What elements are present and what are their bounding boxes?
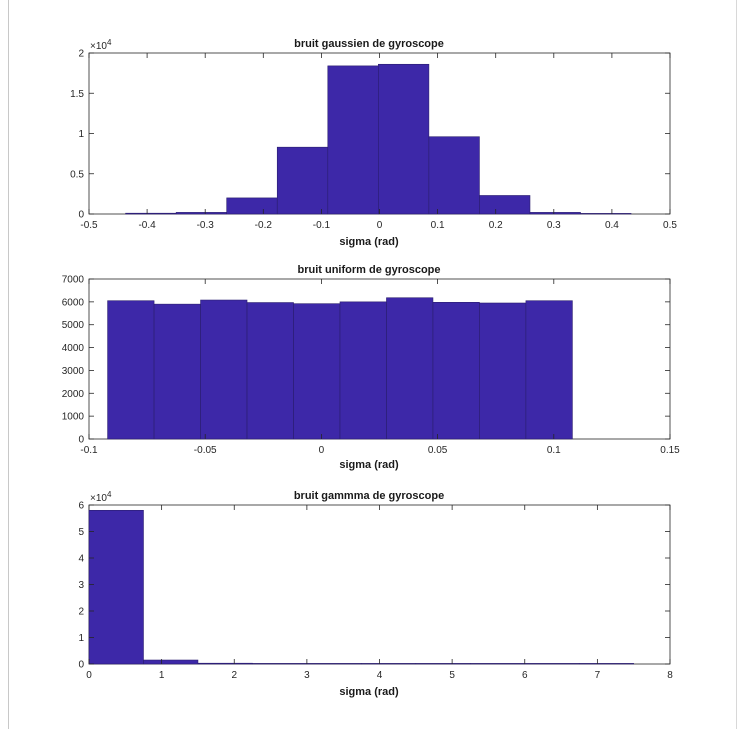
y-tick-label: 5 [78,527,84,538]
histogram-bar [428,136,480,215]
x-tick-label: 0.4 [605,220,619,231]
x-tick-label: -0.5 [80,220,98,231]
histogram-bar [153,303,201,440]
histogram-uniform-panel: bruit uniform de gyroscope -0.1 -0.05 0 0.0… [62,264,680,471]
histogram-bar [327,65,379,215]
chart-title: bruit gaussien de gyroscope [294,38,444,50]
figure-right-border [736,0,737,729]
histogram-bar [306,663,362,665]
x-axis-label: sigma (rad) [339,459,399,471]
y-tick-label: 5000 [62,320,85,331]
histogram-bar [479,302,527,440]
x-tick-label: 0.05 [428,445,448,456]
x-tick-label: 4 [377,670,383,681]
x-tick-label: 0 [377,220,383,231]
y-tick-label: 2000 [62,389,85,400]
x-tick-label: 3 [304,670,310,681]
y-tick-label: 0 [78,210,84,221]
x-tick-label: 0 [86,670,92,681]
x-tick-label: 0.1 [547,445,561,456]
histogram-bar [386,297,434,440]
y-tick-label: 2 [78,607,84,618]
histogram-bar [339,301,387,440]
x-tick-label: -0.3 [197,220,215,231]
figure-left-border [8,0,9,729]
histogram-bar [525,300,573,440]
histogram-gaussian-plot: -0.5 -0.4 -0.3 -0.2 -0.1 0 0.1 0.2 0.3 0.4 0.5 0 0.5… [70,38,677,231]
y-tick-label: 7000 [62,275,85,286]
y-tick-label: 0 [78,435,84,446]
x-tick-label: -0.1 [313,220,331,231]
y-axis-exponent-power: 4 [107,38,112,47]
y-tick-label: 0.5 [70,169,84,180]
chart-title: bruit gammma de gyroscope [293,490,445,502]
y-tick-label: 3 [78,580,84,591]
histogram-bar [524,663,580,665]
x-tick-label: 1 [159,670,165,681]
histogram-bar [479,195,531,215]
x-tick-label: 7 [595,670,601,681]
x-tick-label: 2 [231,670,237,681]
y-tick-label: 4 [78,554,84,565]
histogram-bar [378,63,430,215]
x-tick-label: 0.3 [547,220,561,231]
x-tick-label: 8 [667,670,673,681]
y-axis-exponent: ×104 [90,490,112,504]
x-tick-label: 0 [319,445,325,456]
x-tick-label: 5 [449,670,455,681]
x-tick-label: -0.05 [194,445,217,456]
y-tick-label: 6000 [62,297,85,308]
x-tick-label: 0.1 [431,220,445,231]
y-tick-label: 1.5 [70,89,84,100]
y-tick-label: 0 [78,660,84,671]
x-axis-label: sigma (rad) [339,236,399,248]
x-tick-label: 0.5 [663,220,677,231]
histogram-gaussian-panel: bruit gaussien de gyroscope -0.5 -0.4 -0.3… [0,0,738,248]
x-tick-label: 6 [522,670,528,681]
histogram-bar [361,663,417,665]
axes-box [88,504,671,665]
histogram-bar [88,509,144,665]
y-tick-label: 1000 [62,412,85,423]
y-axis-exponent: ×104 [90,38,112,52]
x-axis-label: sigma (rad) [339,686,399,698]
y-tick-label: 1 [78,633,84,644]
x-tick-label: 0.15 [660,445,680,456]
histogram-bar [578,663,634,665]
x-tick-label: -0.2 [255,220,273,231]
histogram-bar [293,303,341,440]
histogram-bar [580,213,632,215]
histogram-bar [432,302,480,440]
y-tick-label: 2 [78,49,84,60]
histogram-bar [246,302,294,440]
histogram-bar [200,299,248,440]
x-tick-label: -0.1 [80,445,98,456]
y-axis-exponent-power: 4 [107,490,112,499]
histogram-bar [107,300,155,440]
histogram-bar [197,662,253,665]
y-tick-label: 1 [78,129,84,140]
x-tick-label: -0.4 [138,220,156,231]
histogram-bar [415,663,471,665]
histogram-bar [276,146,329,215]
histogram-uniform-plot: -0.1 -0.05 0 0.05 0.1 0.15 0 1000 2000 3000 4000 50… [62,275,680,457]
y-tick-label: 6 [78,501,84,512]
y-tick-label: 4000 [62,343,85,354]
histogram-bar [469,663,526,665]
chart-title: bruit uniform de gyroscope [297,264,441,276]
histogram-bar [143,659,199,665]
x-tick-label: 0.2 [489,220,503,231]
histogram-bar [252,663,308,665]
y-tick-label: 3000 [62,366,85,377]
